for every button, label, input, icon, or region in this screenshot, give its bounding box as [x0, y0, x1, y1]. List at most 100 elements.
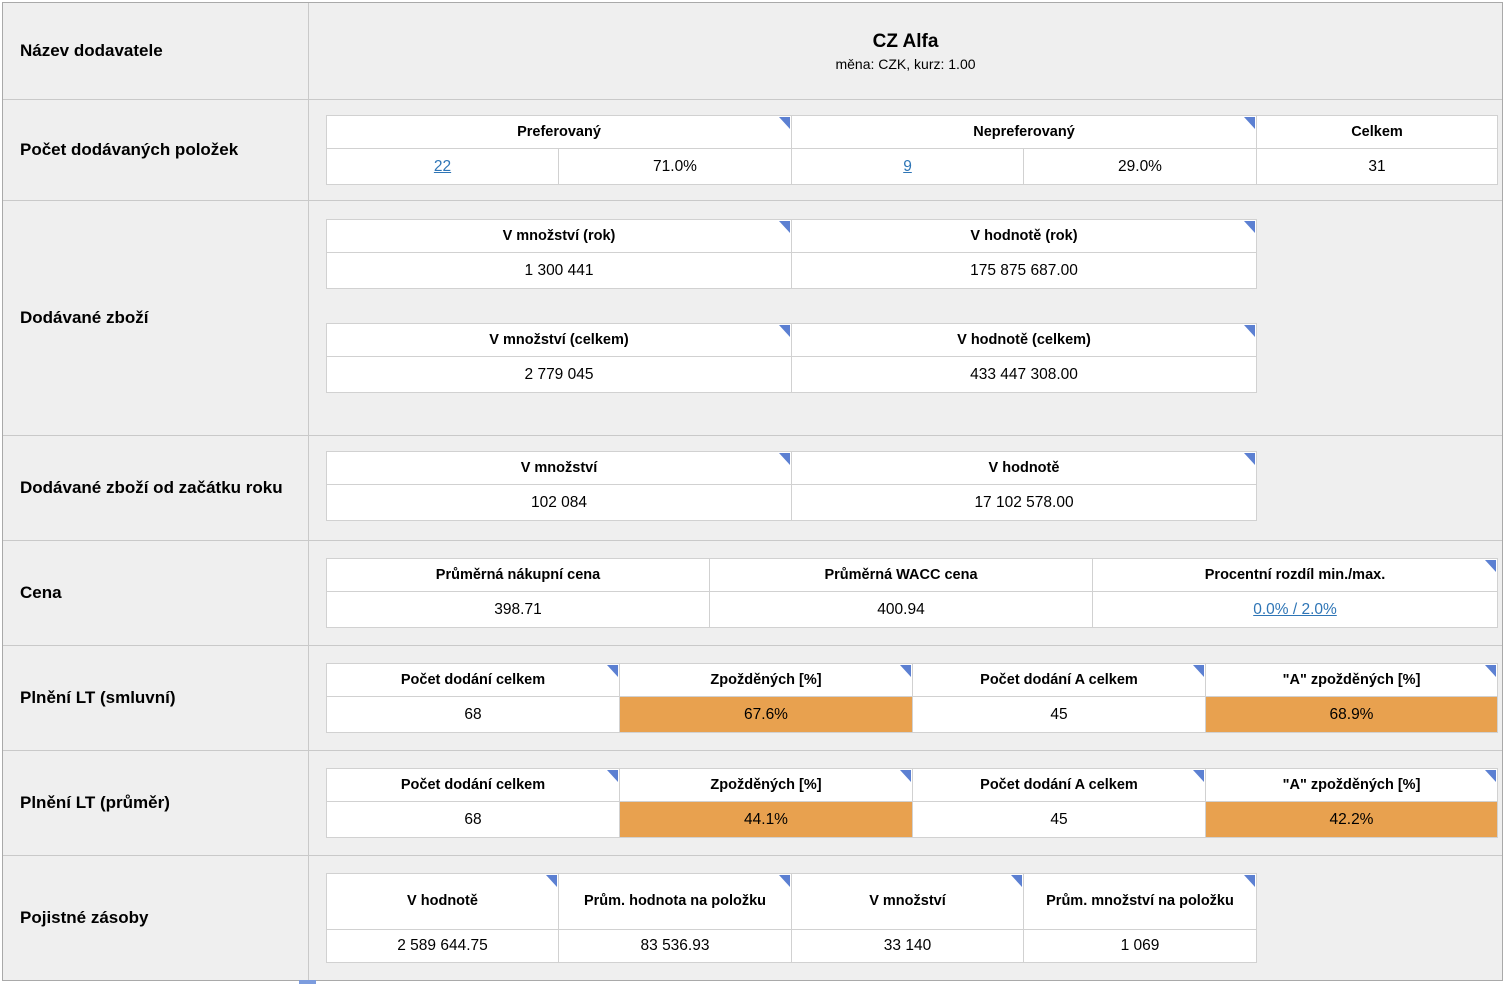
supplier-header-area: CZ Alfa měna: CZK, kurz: 1.00	[309, 3, 1502, 99]
nonpreferred-header-cell: Nepreferovaný	[791, 115, 1257, 149]
lt-contract-label: Plnění LT (smluvní)	[20, 687, 176, 707]
avg-wacc-price-cell: 400.94	[709, 591, 1093, 628]
lt-contract-area: Počet dodání celkem Zpožděných [%] Počet…	[309, 645, 1502, 750]
safety-stock-table: V hodnotě Prům. hodnota na položku V mno…	[326, 873, 1257, 963]
preferred-count-cell: 22	[326, 148, 559, 185]
safety-avg-qty-cell: 1 069	[1023, 929, 1257, 963]
comment-marker-icon	[1011, 875, 1022, 887]
comment-marker-icon	[1193, 665, 1204, 677]
goods-ytd-value-header-cell: V hodnotě	[791, 451, 1257, 485]
comment-marker-icon	[900, 770, 911, 782]
row-label-price: Cena	[3, 540, 309, 645]
comment-marker-icon	[779, 325, 790, 337]
goods-total-value-cell: 433 447 308.00	[791, 356, 1257, 393]
lt-average-area: Počet dodání celkem Zpožděných [%] Počet…	[309, 750, 1502, 855]
comment-marker-icon	[1244, 325, 1255, 337]
lt-contract-total-deliveries-cell: 68	[326, 696, 620, 733]
goods-total-table: V množství (celkem) V hodnotě (celkem) 2…	[326, 323, 1257, 393]
avg-wacc-price-header-cell: Průměrná WACC cena	[709, 558, 1093, 592]
nonpreferred-percent-cell: 29.0%	[1023, 148, 1257, 185]
comment-marker-icon	[1244, 221, 1255, 233]
lt-contract-a-deliveries-cell: 45	[912, 696, 1206, 733]
comment-marker-icon	[607, 665, 618, 677]
comment-marker-icon	[1244, 875, 1255, 887]
comment-marker-icon	[1485, 665, 1496, 677]
comment-marker-icon	[779, 453, 790, 465]
goods-year-table: V množství (rok) V hodnotě (rok) 1 300 4…	[326, 219, 1257, 289]
safety-value-cell: 2 589 644.75	[326, 929, 559, 963]
goods-ytd-table: V množství V hodnotě 102 084 17 102 578.…	[326, 451, 1257, 521]
goods-ytd-area: V množství V hodnotě 102 084 17 102 578.…	[309, 435, 1502, 540]
row-label-goods-ytd: Dodávané zboží od začátku roku	[3, 435, 309, 540]
lt-average-table: Počet dodání celkem Zpožděných [%] Počet…	[326, 768, 1498, 838]
goods-area: V množství (rok) V hodnotě (rok) 1 300 4…	[309, 200, 1502, 435]
goods-year-qty-header-cell: V množství (rok)	[326, 219, 792, 253]
pct-diff-cell: 0.0% / 2.0%	[1092, 591, 1498, 628]
preferred-percent-cell: 71.0%	[558, 148, 792, 185]
comment-marker-icon	[1244, 453, 1255, 465]
safety-avg-qty-header-cell: Prům. množství na položku	[1023, 873, 1257, 930]
supplier-name: CZ Alfa	[872, 30, 939, 52]
goods-label: Dodávané zboží	[20, 307, 149, 327]
pct-diff-header-cell: Procentní rozdíl min./max.	[1092, 558, 1498, 592]
pct-diff-link[interactable]: 0.0% / 2.0%	[1253, 600, 1337, 618]
nonpreferred-count-link[interactable]: 9	[903, 157, 912, 175]
lt-contract-a-delayed-pct-cell: 68.9%	[1205, 696, 1498, 733]
goods-year-value-header-cell: V hodnotě (rok)	[791, 219, 1257, 253]
comment-marker-icon	[900, 665, 911, 677]
goods-year-value-cell: 175 875 687.00	[791, 252, 1257, 289]
price-area: Průměrná nákupní cena Průměrná WACC cena…	[309, 540, 1502, 645]
lt-average-delayed-pct-header-cell: Zpožděných [%]	[619, 768, 913, 802]
price-label: Cena	[20, 582, 62, 602]
comment-marker-icon	[779, 117, 790, 129]
total-header-cell: Celkem	[1256, 115, 1498, 149]
goods-total-qty-header-cell: V množství (celkem)	[326, 323, 792, 357]
goods-ytd-value-cell: 17 102 578.00	[791, 484, 1257, 521]
row-label-goods: Dodávané zboží	[3, 200, 309, 435]
safety-qty-header-cell: V množství	[791, 873, 1024, 930]
safety-avg-value-header-cell: Prům. hodnota na položku	[558, 873, 792, 930]
comment-marker-icon	[1485, 560, 1496, 572]
safety-stock-area: V hodnotě Prům. hodnota na položku V mno…	[309, 855, 1502, 980]
avg-purchase-price-header-cell: Průměrná nákupní cena	[326, 558, 710, 592]
comment-marker-icon	[1485, 770, 1496, 782]
row-label-items-count: Počet dodávaných položek	[3, 99, 309, 200]
total-count-cell: 31	[1256, 148, 1498, 185]
lt-average-total-deliveries-header-cell: Počet dodání celkem	[326, 768, 620, 802]
preferred-header-cell: Preferovaný	[326, 115, 792, 149]
row-label-supplier-name: Název dodavatele	[3, 3, 309, 99]
safety-stock-label: Pojistné zásoby	[20, 907, 149, 927]
lt-contract-delayed-pct-header-cell: Zpožděných [%]	[619, 663, 913, 697]
nonpreferred-count-cell: 9	[791, 148, 1024, 185]
lt-average-delayed-pct-cell: 44.1%	[619, 801, 913, 838]
lt-contract-a-delayed-pct-header-cell: "A" zpožděných [%]	[1205, 663, 1498, 697]
comment-marker-icon	[1193, 770, 1204, 782]
lt-average-a-delayed-pct-cell: 42.2%	[1205, 801, 1498, 838]
currency-exchange-note: měna: CZK, kurz: 1.00	[835, 55, 976, 72]
lt-average-label: Plnění LT (průměr)	[20, 792, 170, 812]
comment-marker-icon	[779, 875, 790, 887]
price-table: Průměrná nákupní cena Průměrná WACC cena…	[326, 558, 1498, 628]
goods-total-qty-cell: 2 779 045	[326, 356, 792, 393]
cutoff-comment-marker-artifact	[299, 980, 316, 984]
comment-marker-icon	[546, 875, 557, 887]
items-count-area: Preferovaný Nepreferovaný Celkem 22 71.0…	[309, 99, 1502, 200]
goods-year-qty-cell: 1 300 441	[326, 252, 792, 289]
goods-ytd-label: Dodávané zboží od začátku roku	[20, 477, 283, 497]
row-label-safety-stock: Pojistné zásoby	[3, 855, 309, 980]
lt-contract-table: Počet dodání celkem Zpožděných [%] Počet…	[326, 663, 1498, 733]
preferred-count-link[interactable]: 22	[433, 157, 452, 175]
comment-marker-icon	[607, 770, 618, 782]
safety-qty-cell: 33 140	[791, 929, 1024, 963]
supplier-name-label: Název dodavatele	[20, 40, 163, 60]
safety-value-header-cell: V hodnotě	[326, 873, 559, 930]
avg-purchase-price-cell: 398.71	[326, 591, 710, 628]
lt-contract-total-deliveries-header-cell: Počet dodání celkem	[326, 663, 620, 697]
lt-average-a-deliveries-header-cell: Počet dodání A celkem	[912, 768, 1206, 802]
lt-average-total-deliveries-cell: 68	[326, 801, 620, 838]
comment-marker-icon	[779, 221, 790, 233]
lt-contract-a-deliveries-header-cell: Počet dodání A celkem	[912, 663, 1206, 697]
lt-contract-delayed-pct-cell: 67.6%	[619, 696, 913, 733]
lt-average-a-deliveries-cell: 45	[912, 801, 1206, 838]
